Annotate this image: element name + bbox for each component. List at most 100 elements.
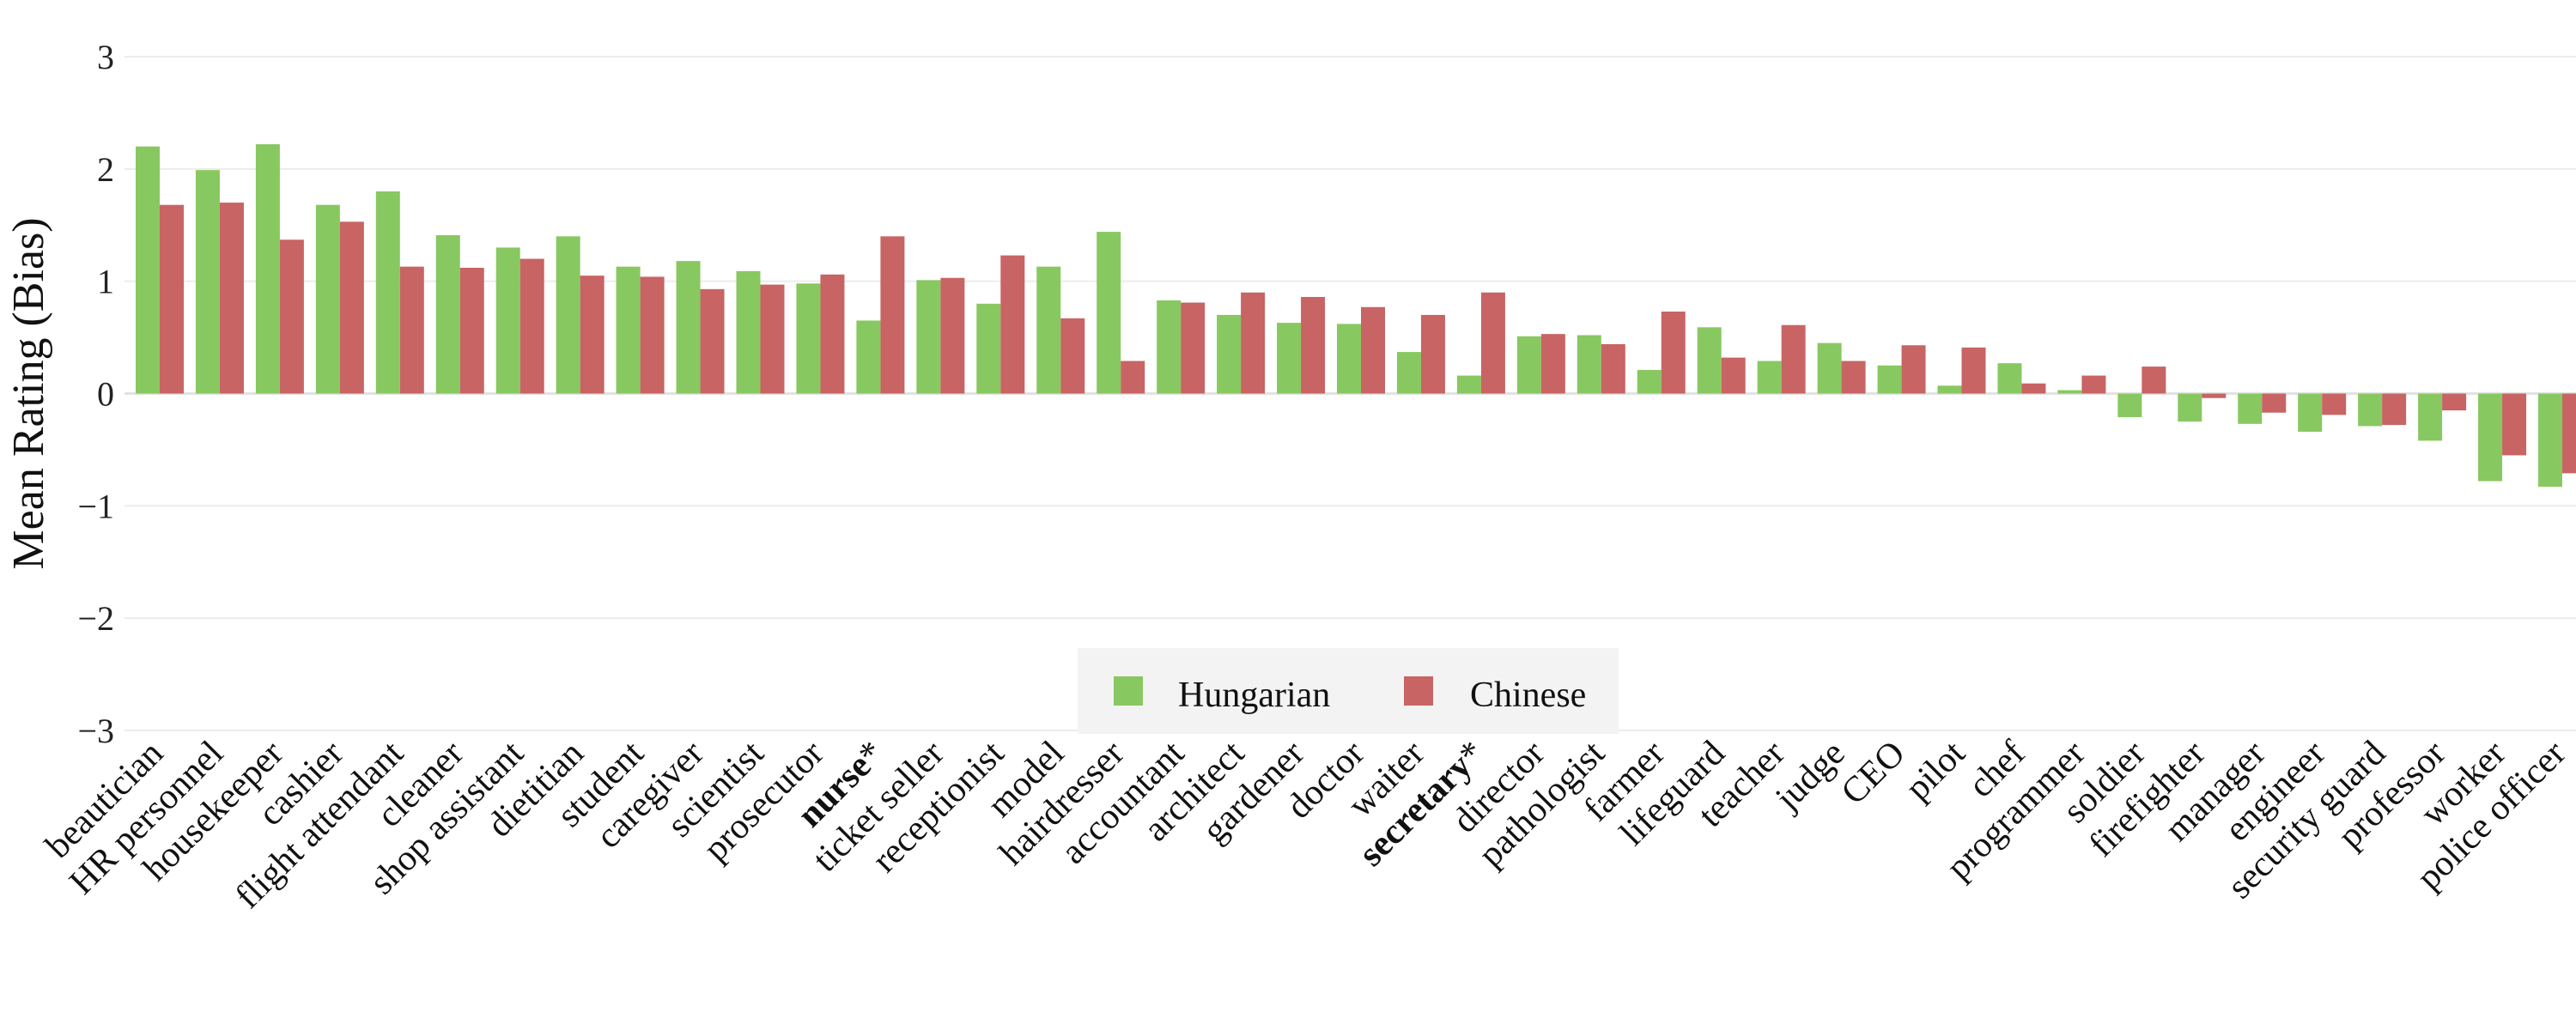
bar-hungarian-gardener <box>1277 323 1302 394</box>
y-axis-title: Mean Rating (Bias) <box>4 217 53 569</box>
bar-chinese-manager <box>2262 393 2287 413</box>
bar-hungarian-lifeguard <box>1697 327 1722 394</box>
bar-hungarian-judge <box>1817 342 1842 394</box>
bar-chinese-judge <box>1841 360 1866 394</box>
bar-chinese-professor <box>2442 393 2467 411</box>
bar-chinese-pathologist <box>1601 343 1625 394</box>
bar-hungarian-hairdresser <box>1097 232 1121 394</box>
bar-hungarian-caregiver <box>676 261 701 394</box>
bar-hungarian-housekeeper <box>255 144 280 394</box>
bar-chinese-firefighter <box>2202 393 2227 398</box>
bar-hungarian-flight-attendant <box>375 191 400 394</box>
legend-background <box>1078 648 1619 734</box>
bar-hungarian-professor <box>2418 393 2443 441</box>
bar-hungarian-engineer <box>2298 393 2323 432</box>
bar-hungarian-model <box>1036 266 1061 394</box>
y-tick-label: −2 <box>77 599 114 638</box>
bar-hungarian-prosecutor <box>796 283 821 394</box>
bar-hungarian-beautician <box>136 146 160 394</box>
bar-hungarian-ticket-seller <box>916 280 941 394</box>
bar-hungarian-architect <box>1217 314 1242 394</box>
legend-swatch-chinese <box>1404 676 1433 706</box>
bar-hungarian-nurse <box>856 320 881 394</box>
bar-chinese-cleaner <box>459 267 484 394</box>
bar-hungarian-police-officer <box>2538 393 2562 488</box>
bar-chinese-soldier <box>2142 367 2166 394</box>
bar-chinese-gardener <box>1301 296 1326 394</box>
legend-label-chinese: Chinese <box>1470 676 1586 715</box>
bar-chinese-flight-attendant <box>399 266 424 394</box>
bar-chinese-ticket-seller <box>940 277 965 394</box>
y-tick-label: 1 <box>97 263 114 301</box>
legend: Hungarian Chinese <box>1078 648 1619 734</box>
bar-chinese-pilot <box>1961 347 1986 394</box>
bar-hungarian-teacher <box>1757 360 1782 394</box>
bar-hungarian-waiter <box>1396 352 1421 394</box>
bar-chinese-scientist <box>760 284 785 394</box>
bar-chinese-worker <box>2502 393 2527 456</box>
bar-chinese-architect <box>1241 292 1266 394</box>
bar-hungarian-director <box>1516 336 1541 394</box>
bar-hungarian-manager <box>2238 393 2263 424</box>
bar-chinese-hairdresser <box>1121 360 1145 394</box>
bar-chinese-model <box>1060 318 1085 394</box>
bar-chinese-student <box>640 276 665 394</box>
y-axis-ticks: −3 −2 −1 0 1 2 3 <box>77 38 114 750</box>
bar-hungarian-dietitian <box>556 236 580 394</box>
y-tick-label: 0 <box>97 375 114 414</box>
bar-chinese-director <box>1540 334 1565 394</box>
bar-hungarian-soldier <box>2117 393 2142 417</box>
bar-hungarian-worker <box>2478 393 2503 482</box>
bar-hungarian-cashier <box>315 204 340 394</box>
bar-chinese-teacher <box>1781 324 1806 394</box>
bar-hungarian-hr-personnel <box>195 170 220 394</box>
bar-hungarian-secretary <box>1456 375 1481 394</box>
bar-chinese-accountant <box>1181 302 1206 394</box>
y-tick-label: −3 <box>77 712 114 750</box>
bar-hungarian-shop-assistant <box>495 247 520 394</box>
bar-chinese-programmer <box>2081 375 2106 394</box>
bar-hungarian-pilot <box>1937 385 1962 394</box>
bar-chinese-police-officer <box>2562 393 2576 474</box>
bar-chinese-nurse <box>880 236 905 394</box>
bar-hungarian-farmer <box>1637 370 1662 394</box>
bar-chinese-shop-assistant <box>519 258 544 394</box>
bar-hungarian-programmer <box>2057 390 2082 394</box>
bar-hungarian-student <box>616 266 641 394</box>
bar-hungarian-accountant <box>1157 300 1182 394</box>
bar-chinese-chef <box>2021 383 2046 394</box>
bar-hungarian-scientist <box>736 270 761 394</box>
bar-hungarian-cleaner <box>435 235 460 394</box>
bar-chinese-doctor <box>1361 306 1385 394</box>
bar-hungarian-chef <box>1997 363 2022 394</box>
bar-chinese-housekeeper <box>279 239 304 394</box>
y-tick-label: 2 <box>97 150 114 189</box>
bar-chinese-hr-personnel <box>219 203 244 394</box>
bar-chinese-cashier <box>339 221 364 394</box>
bar-hungarian-firefighter <box>2178 393 2202 422</box>
bar-chinese-caregiver <box>700 288 725 394</box>
bar-hungarian-pathologist <box>1577 335 1601 394</box>
bar-chinese-security-guard <box>2382 393 2407 426</box>
bar-chinese-engineer <box>2322 393 2347 415</box>
bar-chinese-lifeguard <box>1721 357 1746 394</box>
bar-chinese-ceo <box>1901 345 1926 394</box>
bar-chinese-farmer <box>1661 311 1686 394</box>
bar-chinese-beautician <box>160 204 184 394</box>
bar-hungarian-doctor <box>1337 324 1361 394</box>
x-tick-label: pilot <box>1899 733 1973 808</box>
x-tick-label: judge <box>1767 734 1853 820</box>
bars <box>136 144 2576 488</box>
legend-label-hungarian: Hungarian <box>1178 676 1330 715</box>
bar-hungarian-receptionist <box>976 303 1001 394</box>
legend-swatch-hungarian <box>1114 676 1143 706</box>
bar-chinese-waiter <box>1420 314 1445 394</box>
bar-chinese-secretary <box>1480 292 1505 394</box>
bar-hungarian-ceo <box>1877 365 1902 394</box>
x-tick-label: CEO <box>1834 734 1913 813</box>
bar-chinese-dietitian <box>580 276 605 394</box>
bar-chinese-prosecutor <box>820 274 845 394</box>
bar-chinese-receptionist <box>1000 255 1025 394</box>
